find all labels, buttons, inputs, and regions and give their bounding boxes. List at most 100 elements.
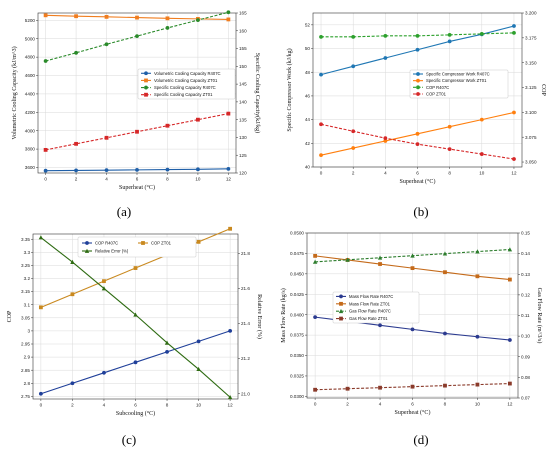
legend-box bbox=[409, 69, 509, 99]
data-point bbox=[196, 117, 200, 122]
data-point bbox=[196, 239, 201, 244]
y-tick-label: 4600 bbox=[25, 73, 36, 78]
data-point bbox=[104, 135, 109, 140]
data-point bbox=[43, 59, 48, 63]
legend-label: COP ZT01 bbox=[151, 241, 172, 246]
data-point bbox=[226, 111, 231, 116]
y-tick-label: 0.0450 bbox=[290, 271, 304, 276]
data-point bbox=[351, 129, 356, 134]
data-point bbox=[102, 279, 106, 284]
y-tick-label: 2.95 bbox=[21, 342, 30, 347]
y2-tick-label: 165 bbox=[239, 11, 247, 16]
data-point bbox=[383, 56, 388, 60]
y-tick-label: 2.9 bbox=[24, 355, 31, 360]
y2-tick-label: 21.4 bbox=[241, 321, 250, 326]
y2-tick-label: 0.11 bbox=[521, 313, 530, 318]
legend-box bbox=[137, 68, 236, 100]
panel-label: (c) bbox=[122, 432, 136, 447]
y-tick-label: 0.0350 bbox=[290, 353, 304, 358]
data-point bbox=[43, 13, 48, 18]
legend-label: Specific Compressor Work R407C bbox=[426, 72, 490, 77]
x-tick-label: 12 bbox=[511, 171, 517, 176]
x-tick-label: 8 bbox=[166, 177, 169, 182]
data-point bbox=[447, 32, 452, 37]
data-point bbox=[101, 286, 107, 291]
x-tick-label: 2 bbox=[71, 403, 74, 408]
x-tick-label: 12 bbox=[228, 403, 234, 408]
data-point bbox=[351, 34, 356, 39]
legend-label: Specific Compressor Work ZT01 bbox=[426, 78, 487, 83]
legend-marker bbox=[339, 316, 343, 321]
x-tick-label: 4 bbox=[379, 402, 382, 407]
data-point bbox=[165, 349, 169, 354]
data-point bbox=[133, 266, 138, 270]
y-tick-label: 42 bbox=[305, 141, 311, 146]
y-tick-label: 5000 bbox=[25, 36, 36, 41]
data-point bbox=[507, 338, 512, 342]
y-tick-label: 46 bbox=[305, 94, 311, 99]
y2-tick-label: 0.12 bbox=[521, 292, 530, 297]
x-tick-label: 0 bbox=[314, 402, 317, 407]
y-tick-label: 3.35 bbox=[21, 237, 30, 242]
legend-label: COP R407C bbox=[426, 85, 449, 90]
y-tick-label: 0.0400 bbox=[290, 312, 304, 317]
legend-label: Mass Flow Rate R407C bbox=[349, 294, 393, 299]
data-point bbox=[319, 34, 323, 39]
data-point bbox=[228, 226, 233, 231]
y2-tick-label: 0.13 bbox=[521, 272, 530, 277]
legend-label: COP R407C bbox=[95, 241, 118, 246]
y2-tick-label: 3.100 bbox=[525, 110, 537, 115]
data-point bbox=[165, 26, 170, 30]
x-axis-title: Superheat (°C) bbox=[395, 409, 431, 416]
y-axis-title: Specific Compressor Work (kJ/kg) bbox=[286, 48, 293, 131]
legend-marker bbox=[338, 308, 344, 314]
legend-marker bbox=[144, 71, 148, 76]
legend-label: Gas Flow Rate ZT01 bbox=[349, 316, 388, 321]
data-point bbox=[104, 14, 109, 19]
panel-c: 0 2 4 6 8 10 12 2.75 2.8 2.85 2.9 2.95 3 3.05 3.1 3.15 3… bbox=[7, 226, 263, 417]
y2-tick-label: 21.2 bbox=[241, 356, 250, 361]
x-tick-label: 8 bbox=[448, 171, 451, 176]
legend-marker bbox=[84, 248, 90, 253]
data-point bbox=[38, 391, 43, 396]
legend-marker bbox=[144, 85, 148, 90]
y2-tick-label: 3.150 bbox=[525, 60, 537, 65]
legend-marker bbox=[141, 241, 145, 245]
data-point bbox=[226, 10, 231, 15]
y-tick-label: 0.0325 bbox=[290, 374, 304, 379]
y-axis-title: Mass Flow Rate (kg/s) bbox=[280, 288, 287, 343]
y-tick-label: 50 bbox=[305, 46, 311, 51]
data-point bbox=[443, 383, 447, 388]
y-tick-label: 5200 bbox=[25, 18, 36, 23]
data-point bbox=[475, 274, 480, 279]
x-tick-label: 2 bbox=[352, 171, 355, 176]
y-tick-label: 40 bbox=[305, 165, 311, 170]
panel-label: (b) bbox=[413, 204, 428, 219]
data-point bbox=[74, 141, 78, 146]
data-point bbox=[415, 47, 420, 52]
data-point bbox=[410, 266, 415, 271]
y-tick-label: 0.0425 bbox=[290, 292, 304, 297]
y-tick-label: 0.0475 bbox=[290, 251, 304, 256]
legend-marker bbox=[339, 301, 343, 306]
y2-tick-label: 0.10 bbox=[521, 334, 530, 339]
y-tick-label: 3.15 bbox=[21, 289, 30, 294]
legend-marker bbox=[144, 78, 148, 83]
x-tick-label: 0 bbox=[44, 177, 47, 182]
y-tick-label: 4400 bbox=[25, 92, 36, 97]
data-point bbox=[104, 168, 109, 173]
data-point bbox=[410, 327, 415, 332]
x-axis-title: Superheat (°C) bbox=[119, 184, 155, 191]
data-point bbox=[165, 123, 170, 128]
y-tick-label: 0.0300 bbox=[290, 394, 304, 399]
data-point bbox=[415, 142, 420, 147]
y-tick-label: 4000 bbox=[25, 128, 36, 133]
y2-tick-label: 3.200 bbox=[525, 11, 537, 16]
x-tick-label: 10 bbox=[195, 177, 201, 182]
legend-box bbox=[332, 291, 420, 324]
y2-tick-label: 145 bbox=[239, 82, 247, 87]
y2-axis-title: Relative Error (%) bbox=[256, 294, 263, 339]
x-tick-label: 12 bbox=[507, 402, 513, 407]
x-tick-label: 0 bbox=[320, 171, 323, 176]
data-point bbox=[104, 42, 109, 47]
